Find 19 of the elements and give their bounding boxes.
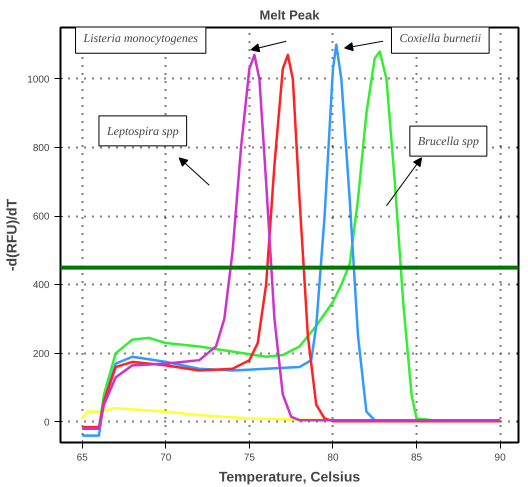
y-tick-label: 0 bbox=[44, 417, 50, 428]
y-axis-title: -d(RFU)/dT bbox=[3, 198, 20, 272]
chart-title: Melt Peak bbox=[260, 8, 320, 22]
x-tick-label: 90 bbox=[494, 452, 506, 464]
x-tick-label: 80 bbox=[327, 452, 339, 464]
x-tick-label: 85 bbox=[410, 452, 423, 464]
y-tick-label: 1000 bbox=[27, 74, 50, 86]
annotation: Coxiella burnetii bbox=[399, 31, 482, 46]
y-tick-label: 200 bbox=[32, 348, 50, 360]
x-tick-label: 65 bbox=[76, 452, 88, 464]
y-tick-label: 600 bbox=[32, 212, 50, 223]
annotation: Brucella spp bbox=[418, 134, 479, 148]
annotation: Listeria monocytogenes bbox=[82, 31, 198, 46]
y-tick-label: 800 bbox=[32, 143, 50, 154]
x-axis-title: Temperature, Celsius bbox=[218, 468, 360, 484]
x-tick-label: 70 bbox=[160, 452, 172, 464]
annotation: Leptospira spp bbox=[106, 124, 179, 138]
x-tick-label: 75 bbox=[244, 452, 256, 464]
y-tick-label: 400 bbox=[32, 280, 50, 292]
